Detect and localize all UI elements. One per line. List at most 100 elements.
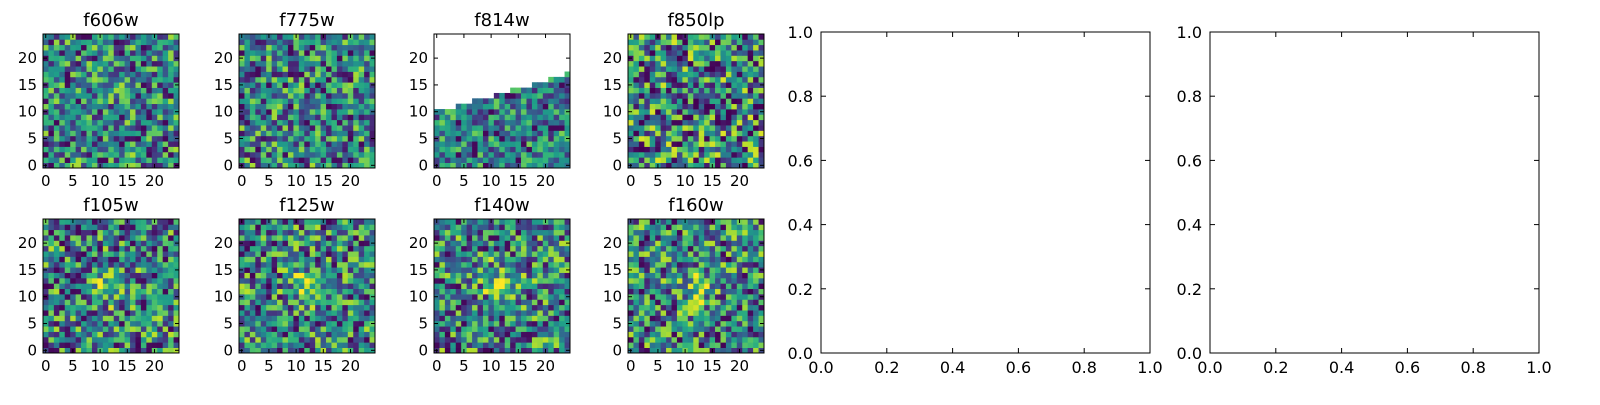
heatmap-cell [157,34,163,40]
heatmap-cell [293,98,299,104]
heatmap-cell [277,257,283,263]
heatmap-cell [483,141,489,147]
heatmap-cell [293,50,299,56]
heatmap-cell [146,332,152,338]
heatmap-cell [532,278,538,284]
heatmap-cell [704,235,710,241]
heatmap-cell [370,310,376,316]
heatmap-cell [559,273,565,279]
heatmap-cell [353,289,359,295]
heatmap-cell [288,230,294,236]
heatmap-cell [682,98,688,104]
heatmap-cell [157,305,163,311]
heatmap-cell [726,299,732,305]
heatmap-cell [141,332,147,338]
heatmap-cells [628,219,764,353]
heatmap-cell [261,98,267,104]
heatmap-cell [43,157,49,163]
heatmap-cell [494,163,500,169]
heatmap-cell [310,224,316,230]
heatmap-cell [342,246,348,252]
heatmap-cell [119,163,125,169]
heatmap-cell [70,45,76,51]
heatmap-cell [543,82,549,88]
heatmap-cell [704,45,710,51]
heatmap-cell [628,289,634,295]
heatmap-cell [628,257,634,263]
heatmap-cell [266,77,272,83]
heatmap-cell [731,109,737,115]
heatmap-cell [65,337,71,343]
heatmap-cell [348,104,354,110]
heatmap-cell [494,278,500,284]
heatmap-cell [92,82,98,88]
heatmap-cell [644,235,650,241]
heatmap-cell [54,230,60,236]
heatmap-cell [304,305,310,311]
y-tick-label: 15 [214,76,233,94]
heatmap-cell [87,125,93,131]
heatmap-cell [699,326,705,332]
heatmap-cell [516,130,522,136]
heatmap-cell [81,305,87,311]
heatmap-cell [644,88,650,94]
heatmap-cell [753,88,759,94]
heatmap-cell [119,310,125,316]
heatmap-cell [157,50,163,56]
heatmap-cell [76,163,82,169]
heatmap-cell [87,98,93,104]
heatmap-cell [661,157,667,163]
heatmap-cell [688,257,694,263]
heatmap-cell [168,321,174,327]
y-tick-label: 20 [214,49,233,67]
heatmap-cell [141,310,147,316]
heatmap-cell [108,219,114,225]
heatmap-cell [364,55,370,61]
heatmap-cell [364,34,370,40]
heatmap-cell [644,163,650,169]
heatmap-cell [521,114,527,120]
heatmap-cell [565,257,571,263]
heatmap-cell [255,240,261,246]
heatmap-cell [87,141,93,147]
heatmap-cell [337,299,343,305]
heatmap-cell [141,289,147,295]
heatmap-cell [114,136,120,142]
heatmap-cell [682,77,688,83]
heatmap-cell [114,230,120,236]
heatmap-cell [359,130,365,136]
heatmap-cell [720,45,726,51]
heatmap-cell [76,66,82,72]
heatmap-cell [92,157,98,163]
heatmap-cell [753,163,759,169]
heatmap-cell [726,337,732,343]
heatmap-cell [168,88,174,94]
heatmap-cell [114,157,120,163]
heatmap-cell [146,278,152,284]
heatmap-cell [174,230,180,236]
heatmap-cell [483,104,489,110]
heatmap-cell [532,120,538,126]
heatmap-cell [43,332,49,338]
heatmap-cell [239,147,245,153]
heatmap-cell [244,120,250,126]
heatmap-cell [70,77,76,83]
heatmap-cell [146,98,152,104]
heatmap-cell [353,305,359,311]
heatmap-cell [255,273,261,279]
x-tick-label: 10 [676,357,695,375]
heatmap-cell [326,332,332,338]
heatmap-cell [92,120,98,126]
heatmap-cell [742,251,748,257]
heatmap-cell [521,104,527,110]
heatmap-cell [168,251,174,257]
heatmap-cell [742,125,748,131]
heatmap-cell [710,326,716,332]
heatmap-cell [337,114,343,120]
heatmap-cell [353,342,359,348]
heatmap-cell [526,348,532,354]
heatmap-cell [710,294,716,300]
heatmap-cell [326,61,332,67]
heatmap-cell [48,50,54,56]
heatmap-cell [321,66,327,72]
